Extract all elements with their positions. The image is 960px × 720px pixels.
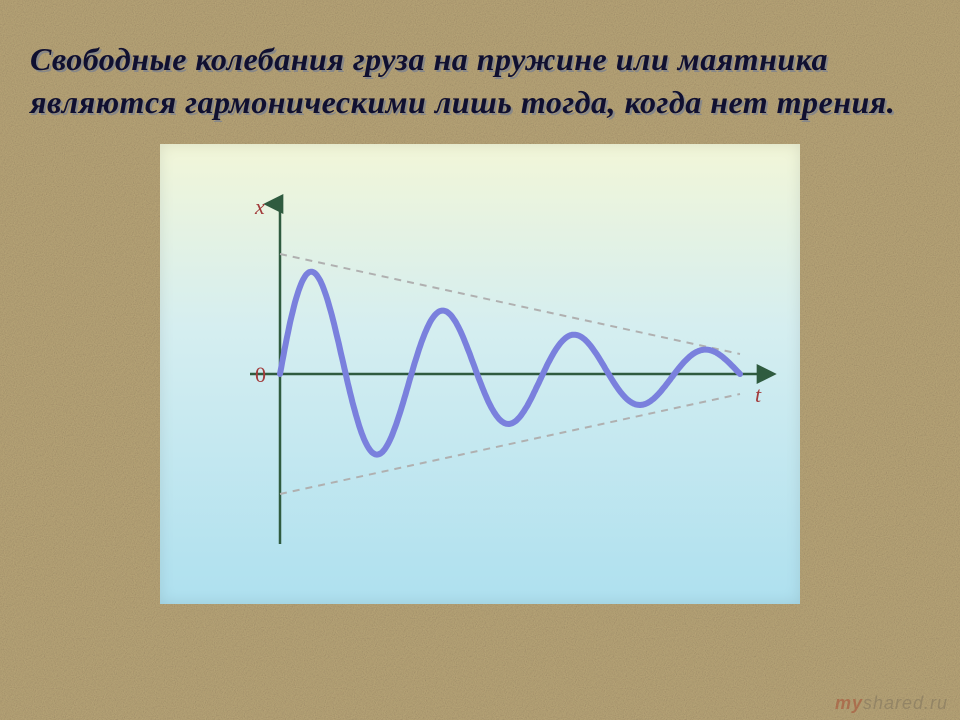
slide-background: Свободные колебания груза на пружине или… [0,0,960,720]
svg-text:t: t [755,382,762,407]
damped-oscillation-chart: x 0 t [160,144,800,604]
slide-title-text: Свободные колебания груза на пружине или… [30,38,930,124]
chart-panel: x 0 t [160,144,800,604]
watermark-accent: my [835,693,863,713]
svg-text:0: 0 [255,362,266,387]
svg-text:x: x [254,194,265,219]
watermark-rest: shared.ru [863,693,948,713]
slide-title: Свободные колебания груза на пружине или… [30,38,930,124]
watermark: myshared.ru [835,693,948,714]
